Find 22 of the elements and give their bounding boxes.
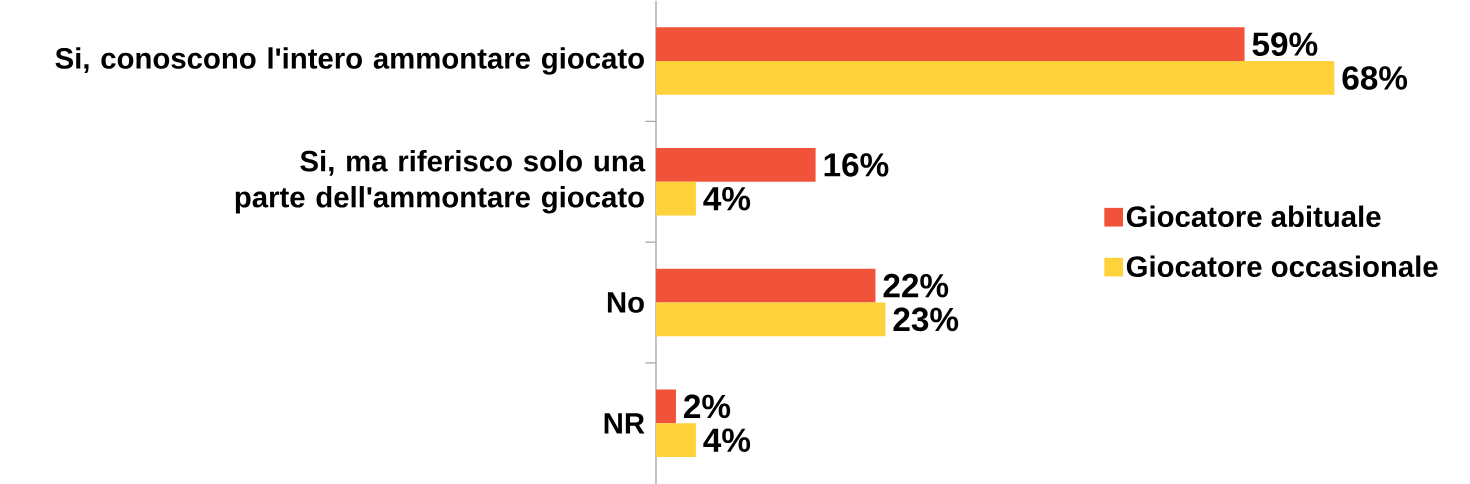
y-tick-label: NR bbox=[604, 413, 645, 434]
legend-label: Giocatore occasionale bbox=[1126, 255, 1438, 277]
data-label: 22% bbox=[883, 273, 949, 298]
bar bbox=[656, 389, 676, 424]
bar bbox=[656, 268, 876, 303]
bar bbox=[656, 27, 1245, 61]
bar bbox=[656, 302, 886, 337]
bar bbox=[656, 60, 1335, 95]
bar bbox=[656, 147, 816, 182]
data-label: 4% bbox=[703, 186, 751, 211]
data-label: 68% bbox=[1342, 65, 1408, 90]
data-label: 4% bbox=[703, 428, 751, 452]
y-tick-label: Si, conoscono l'intero ammontare giocato bbox=[55, 47, 644, 75]
data-label: 16% bbox=[824, 152, 889, 177]
bar bbox=[656, 423, 696, 457]
data-label: 59% bbox=[1252, 32, 1318, 56]
bar bbox=[656, 181, 696, 216]
y-tick-label: No bbox=[607, 292, 644, 313]
y-tick-label: Si, ma riferisco solo una parte dell'ammontare giocato bbox=[235, 149, 646, 214]
data-label: 2% bbox=[684, 394, 731, 418]
legend-label: Giocatore abituale bbox=[1126, 205, 1381, 227]
data-label: 23% bbox=[893, 307, 959, 332]
